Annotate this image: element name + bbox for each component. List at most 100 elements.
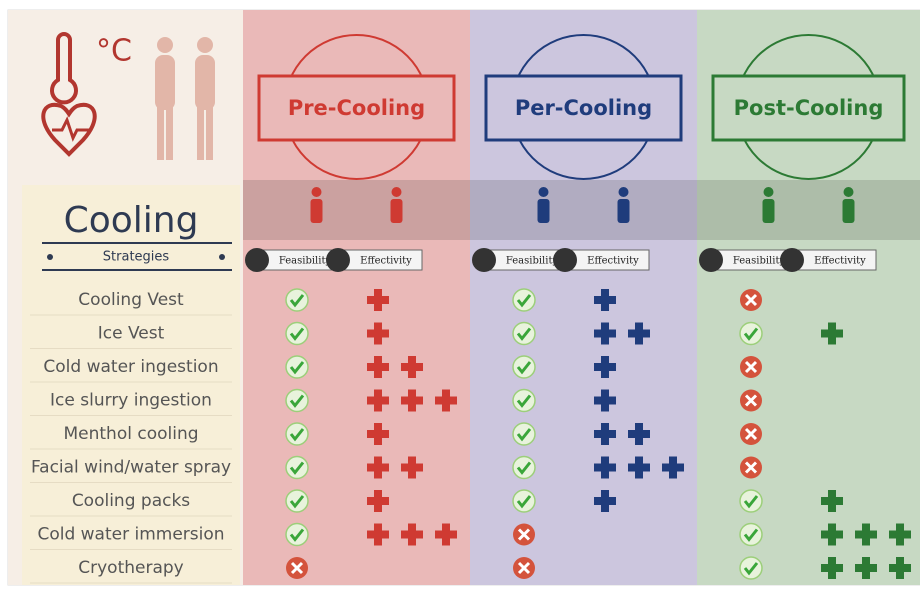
plus-icon (401, 389, 423, 412)
label-badge (780, 248, 804, 272)
check-circle (512, 455, 536, 480)
check-circle (739, 556, 763, 580)
activity-icon (842, 187, 855, 223)
check-circle (739, 489, 763, 513)
check-icon (512, 321, 536, 346)
check-icon (512, 288, 536, 312)
feasibility-label: Feasibility (279, 256, 332, 267)
plus-icon (594, 456, 616, 479)
cross-mark (744, 394, 758, 407)
effectivity-plus (594, 423, 650, 445)
plus-icon (367, 289, 389, 311)
check-mark (289, 361, 305, 375)
plus-icon (855, 557, 877, 579)
title: Cooling (64, 200, 199, 241)
effectivity-plus (821, 523, 911, 546)
check-mark (516, 294, 532, 308)
icon-band (243, 180, 470, 240)
cross-mark (744, 360, 758, 374)
check-circle (512, 422, 536, 446)
effectivity-plus (594, 322, 650, 345)
phase-title: Post-Cooling (734, 96, 884, 120)
label-badge (326, 248, 350, 272)
check-icon (512, 355, 536, 379)
effectivity-plus (367, 289, 389, 311)
plus-icon (628, 456, 650, 479)
check-circle (512, 321, 536, 346)
check-mark (516, 461, 532, 475)
effectivity-plus (594, 456, 684, 479)
plus-icon (889, 523, 911, 546)
effectivity-plus (594, 289, 616, 311)
icon-head (763, 187, 774, 197)
icon-head (391, 187, 402, 197)
check-circle (285, 321, 309, 346)
effectivity-plus (821, 490, 843, 512)
check-icon (285, 288, 309, 312)
plus-icon (367, 322, 389, 345)
effectivity-plus (367, 490, 389, 512)
cross-mark (744, 427, 758, 441)
check-icon (285, 455, 309, 480)
plus-icon (821, 523, 843, 546)
cross-icon (740, 423, 762, 445)
strategy-label: Cooling packs (72, 491, 190, 511)
effectivity-label: Effectivity (360, 256, 412, 267)
strategy-label: Ice Vest (98, 324, 165, 344)
plus-icon (367, 490, 389, 512)
strategy-paper (22, 185, 240, 585)
check-icon (739, 556, 763, 580)
title-box (257, 74, 456, 142)
effectivity-plus (821, 557, 911, 579)
plus-icon (435, 389, 457, 412)
check-mark (516, 495, 532, 509)
icon-body (537, 199, 550, 223)
cross-icon (740, 456, 762, 479)
thermometer-icon (41, 32, 97, 157)
plus-icon (662, 456, 684, 479)
effectivity-plus (367, 389, 457, 412)
icon-head (311, 187, 322, 197)
check-circle (285, 422, 309, 446)
effectivity-plus (821, 322, 843, 345)
cross-mark (517, 561, 531, 575)
cross-icon (740, 356, 762, 378)
effectivity-plus (367, 423, 389, 445)
check-icon (739, 489, 763, 513)
phase-title: Per-Cooling (515, 96, 652, 120)
check-circle (285, 489, 309, 513)
check-mark (743, 327, 759, 341)
title-box (711, 74, 906, 142)
plus-icon (367, 456, 389, 479)
check-circle (285, 455, 309, 480)
temp-unit: °C (96, 34, 132, 69)
plus-icon (594, 423, 616, 445)
icon-head (538, 187, 549, 197)
cross-icon (740, 389, 762, 412)
icon-band (470, 180, 697, 240)
plus-icon (367, 523, 389, 546)
check-mark (289, 394, 305, 408)
check-circle (285, 388, 309, 413)
plus-icon (628, 322, 650, 345)
check-circle (285, 522, 309, 547)
check-icon (285, 355, 309, 379)
feasibility-label: Feasibility (733, 256, 786, 267)
check-mark (289, 428, 305, 442)
plus-icon (367, 356, 389, 378)
effectivity-plus (367, 322, 389, 345)
effectivity-plus (594, 356, 616, 378)
label-badge (699, 248, 723, 272)
feasibility-label: Feasibility (506, 256, 559, 267)
icon-body (390, 199, 403, 223)
plus-icon (401, 356, 423, 378)
check-circle (739, 321, 763, 346)
title-box (484, 74, 683, 142)
plus-icon (889, 557, 911, 579)
cross-mark (744, 293, 758, 307)
icon-body (842, 199, 855, 223)
effectivity-plus (367, 356, 423, 378)
plus-icon (821, 490, 843, 512)
check-icon (739, 321, 763, 346)
